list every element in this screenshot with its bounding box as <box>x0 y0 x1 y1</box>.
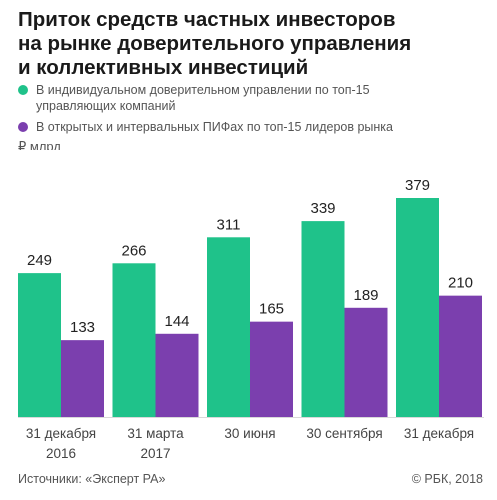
bar <box>155 333 199 417</box>
bar <box>112 263 156 417</box>
x-tick-label: 2016 <box>46 446 76 461</box>
data-label: 189 <box>353 287 378 304</box>
legend-label-line: В индивидуальном доверительном управлени… <box>36 83 370 97</box>
legend-label: В индивидуальном доверительном управлени… <box>36 82 476 114</box>
data-label: 144 <box>164 313 189 330</box>
x-tick-label: 30 сентября <box>306 426 382 441</box>
bar-chart: 249 133 31 декабря 2016 266 144 31 марта 2017 31… <box>16 150 489 461</box>
x-tick-label: 2017 <box>140 446 170 461</box>
data-label: 165 <box>259 301 284 318</box>
bar <box>250 321 293 417</box>
legend-label-line: В открытых и интервальных ПИФах по топ-1… <box>36 120 394 134</box>
bar <box>207 237 250 417</box>
x-tick-label: 30 июня <box>224 426 275 441</box>
data-label: 339 <box>310 200 335 217</box>
copyright: © РБК, 2018 <box>411 472 483 486</box>
chart-title: Приток средств частных инвесторов на рын… <box>18 8 488 80</box>
legend-label-line: управляющих компаний <box>36 99 176 113</box>
legend-marker-icon <box>18 85 28 95</box>
legend-marker-icon <box>18 122 28 132</box>
data-label: 133 <box>70 319 95 336</box>
title-line: и коллективных инвестиций <box>18 56 309 79</box>
bar <box>439 295 482 417</box>
bar <box>18 273 61 417</box>
title-line: на рынке доверительного управления <box>18 32 412 55</box>
data-label: 210 <box>448 275 473 292</box>
data-label: 311 <box>217 216 241 233</box>
bar <box>301 221 345 417</box>
title-line: Приток средств частных инвесторов <box>18 8 396 31</box>
data-label: 379 <box>405 177 430 194</box>
x-tick-label: 31 декабря <box>404 426 474 441</box>
bar <box>396 198 439 417</box>
legend-label: В открытых и интервальных ПИФах по топ-1… <box>36 119 476 135</box>
bar <box>344 307 388 417</box>
data-label: 266 <box>121 242 146 259</box>
source-note: Источники: «Эксперт РА» <box>18 472 166 486</box>
x-tick-label: 31 декабря <box>26 426 96 441</box>
bar <box>61 340 104 417</box>
data-label: 249 <box>27 252 52 269</box>
x-tick-label: 31 марта <box>127 426 184 441</box>
